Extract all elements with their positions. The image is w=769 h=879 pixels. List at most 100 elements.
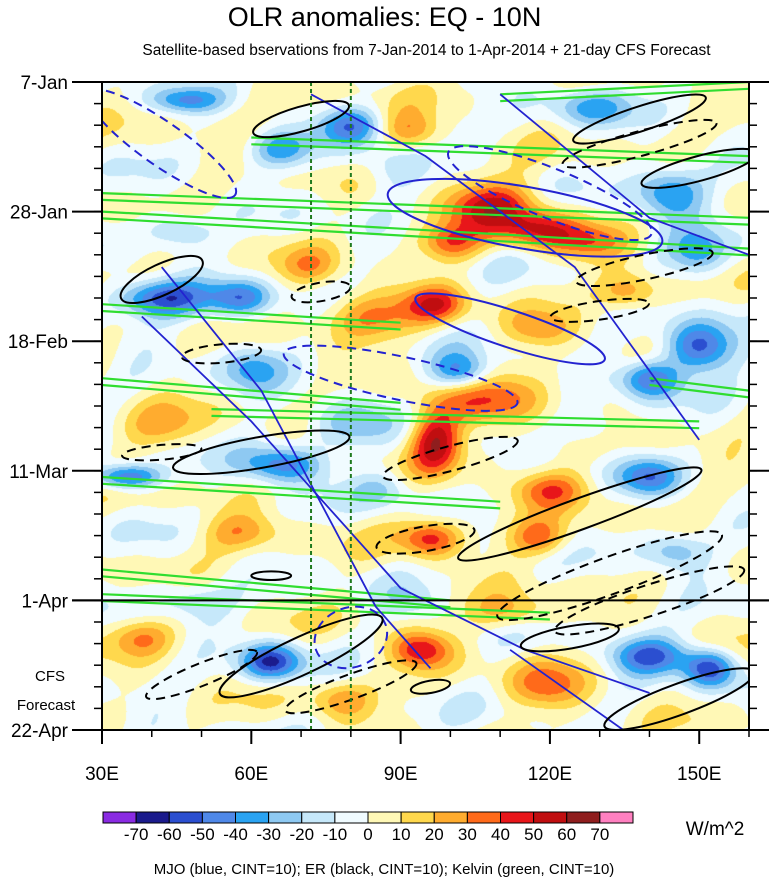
mjo-contour [102,88,238,200]
axes: 7-Jan 28-Jan 18-Feb 11-Mar 1-Apr 22-Apr 30E 60E… [8,73,769,785]
colorbar-label: 70 [590,825,609,844]
mjo-contour [141,315,650,694]
colorbar-swatch [566,811,601,824]
x-tick-label: 60E [234,764,268,785]
colorbar-swatch [466,811,501,824]
mjo-contour [509,649,625,730]
x-tick-label: 150E [677,764,721,785]
er-contour [284,659,418,715]
mjo-contour [160,266,432,669]
kelvin-contour [649,377,749,392]
forecast-label-line1: CFS [35,668,65,685]
colorbar-swatch [168,811,203,824]
er-contour [180,342,263,365]
colorbar-swatch [135,811,170,824]
colorbar-swatch [334,811,369,824]
colorbar-label: 40 [491,825,510,844]
er-contour [409,678,452,695]
y-tick-label: 18-Feb [8,332,68,353]
mjo-contour [282,344,519,412]
kelvin-contour [102,210,749,250]
er-contour [575,247,714,288]
colorbar-label: -40 [223,825,248,844]
er-contour [496,530,724,622]
chart-title: OLR anomalies: EQ - 10N [227,2,542,32]
kelvin-contour [102,482,501,510]
colorbar-swatch [599,811,634,824]
colorbar-label: -30 [256,825,281,844]
kelvin-contour [251,143,749,164]
er-contour [252,99,351,139]
mjo-contour [414,292,606,366]
kelvin-contour [649,383,749,399]
y-tick-label: 11-Mar [9,462,68,483]
contour-legend-text: MJO (blue, CINT=10); ER (black, CINT=10)… [154,861,615,878]
y-tick-label: 1-Apr [22,591,69,612]
y-tick-label: 7-Jan [20,73,68,94]
kelvin-contour [211,408,700,423]
kelvin-contour [102,599,550,621]
kelvin-contour [251,136,749,158]
x-tick-label: 120E [528,764,572,785]
mjo-contour [386,177,664,258]
colorbar-swatch [268,811,303,824]
kelvin-contour [102,309,401,331]
er-contour [640,147,749,189]
er-contour [519,622,620,653]
x-tick-label: 90E [384,764,418,785]
er-contour [218,613,384,699]
colorbar-label: -20 [289,825,314,844]
colorbar-swatch [102,811,137,824]
mjo-contour [313,605,389,670]
colorbar-units: W/m^2 [686,819,745,840]
reference-lines [72,82,769,730]
er-contour [121,443,203,462]
kelvin-contour [102,593,550,614]
er-contour [119,254,204,305]
er-contour [250,570,293,582]
contour-overlay [102,82,749,730]
colorbar-label: 60 [557,825,576,844]
er-contour [145,648,259,701]
mjo-contour [310,93,700,441]
kelvin-contour [211,414,700,430]
er-contour [457,466,703,562]
kelvin-contour [500,82,749,96]
colorbar-label: 30 [458,825,477,844]
x-tick-label: 30E [85,764,119,785]
colorbar-swatch [500,811,535,824]
colorbar-label: 50 [524,825,543,844]
er-contour [553,565,746,636]
colorbar-label: -50 [190,825,215,844]
colorbar-label: -70 [124,825,149,844]
er-contour [603,667,749,730]
colorbar-swatch [400,811,435,824]
colorbar-swatch [301,811,336,824]
colorbar-swatch [201,811,236,824]
forecast-label-line2: Forecast [17,697,76,714]
kelvin-contour [102,575,451,609]
kelvin-contour [500,87,749,103]
colorbar-swatch [433,811,468,824]
kelvin-contour [102,568,451,602]
olr-anomaly-heatmap [102,82,749,730]
colorbar: -70 -60 -50 -40 -30 -20 -10 0 10 20 30 40 50 60 70 [102,811,634,844]
colorbar-swatch [533,811,568,824]
kelvin-contour [102,217,749,257]
er-contour [171,429,351,476]
colorbar-swatch [235,811,270,824]
colorbar-label: -10 [323,825,348,844]
er-contour [382,435,519,482]
kelvin-contour [102,192,749,219]
y-tick-label: 22-Apr [11,721,69,742]
kelvin-contour [102,475,501,503]
chart-subtitle: Satellite-based bservations from 7-Jan-2… [142,42,711,59]
er-contour [375,522,476,555]
er-contour [561,118,718,169]
kelvin-contour [102,303,401,324]
y-tick-label: 28-Jan [10,203,68,224]
colorbar-label: 20 [425,825,444,844]
mjo-contour [499,93,749,256]
colorbar-swatch [367,811,402,824]
